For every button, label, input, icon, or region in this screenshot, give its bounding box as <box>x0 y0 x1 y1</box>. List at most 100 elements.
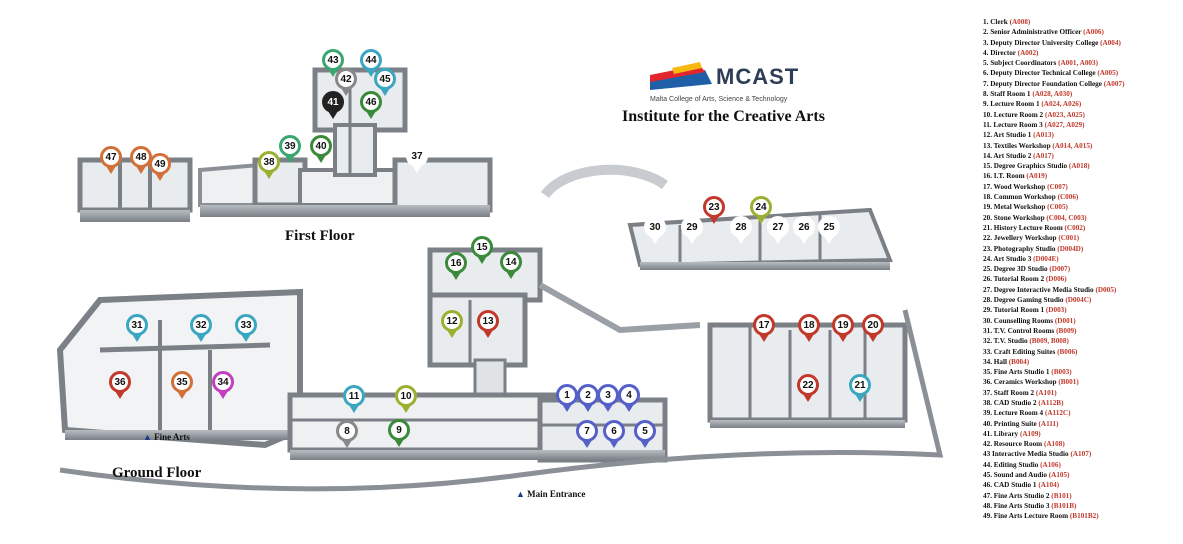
location-pin[interactable]: 36 <box>109 371 131 393</box>
location-pin[interactable]: 14 <box>500 251 522 273</box>
legend-room-name: 7. Deputy Director Foundation College <box>983 79 1104 88</box>
location-pin[interactable]: 35 <box>171 371 193 393</box>
legend-room-name: 36. Ceramics Workshop <box>983 378 1059 387</box>
legend-item: 2. Senior Administrative Officer (A006) <box>983 27 1181 37</box>
legend-room-name: 44. Editing Studio <box>983 460 1041 469</box>
location-pin[interactable]: 12 <box>441 310 463 332</box>
location-pin[interactable]: 8 <box>336 420 358 442</box>
location-pin[interactable]: 21 <box>849 374 871 396</box>
legend-room-name: 4. Director <box>983 48 1018 57</box>
legend-item: 45. Sound and Audio (A105) <box>983 470 1181 480</box>
location-pin[interactable]: 42 <box>335 68 357 90</box>
location-pin[interactable]: 30 <box>644 216 666 238</box>
location-pin[interactable]: 46 <box>360 91 382 113</box>
legend-room-name: 14. Art Studio 2 <box>983 151 1034 160</box>
first-floor-label: First Floor <box>285 228 355 244</box>
location-pin[interactable]: 19 <box>832 314 854 336</box>
pin-number: 5 <box>642 425 648 437</box>
legend-room-name: 43 Interactive Media Studio <box>983 450 1071 459</box>
legend-room-code: (B003) <box>1051 368 1072 377</box>
location-pin[interactable]: 47 <box>100 146 122 168</box>
location-pin[interactable]: 43 <box>322 49 344 71</box>
legend-item: 35. Fine Arts Studio 1 (B003) <box>983 367 1181 377</box>
location-pin[interactable]: 37 <box>406 145 428 167</box>
legend-item: 40. Printing Suite (A111) <box>983 419 1181 429</box>
location-pin[interactable]: 27 <box>767 216 789 238</box>
location-pin[interactable]: 16 <box>445 252 467 274</box>
location-pin[interactable]: 32 <box>190 314 212 336</box>
location-pin[interactable]: 44 <box>360 49 382 71</box>
location-pin[interactable]: 22 <box>797 374 819 396</box>
fine-arts-label: Fine Arts <box>154 432 190 442</box>
location-pin[interactable]: 6 <box>603 420 625 442</box>
location-pin[interactable]: 25 <box>818 216 840 238</box>
location-pin[interactable]: 11 <box>343 385 365 407</box>
pin-number: 34 <box>217 376 229 388</box>
location-pin[interactable]: 40 <box>310 135 332 157</box>
legend-item: 8. Staff Room 1 (A028, A030) <box>983 89 1181 99</box>
legend-room-code: (B009, B008) <box>1029 337 1069 346</box>
legend-room-code: (B101B2) <box>1069 512 1099 521</box>
location-pin[interactable]: 7 <box>576 420 598 442</box>
legend-item: 3. Deputy Director University College (A… <box>983 38 1181 48</box>
location-pin[interactable]: 9 <box>388 419 410 441</box>
legend-room-name: 13. Textiles Workshop <box>983 141 1053 150</box>
main-entrance-label: Main Entrance <box>527 489 586 499</box>
location-pin[interactable]: 5 <box>634 420 656 442</box>
location-pin[interactable]: 1 <box>556 384 578 406</box>
legend-item: 31. T.V. Control Rooms (B009) <box>983 326 1181 336</box>
location-pin[interactable]: 10 <box>395 385 417 407</box>
legend-room-code: (D007) <box>1049 265 1071 274</box>
location-pin[interactable]: 45 <box>374 68 396 90</box>
legend-room-name: 27. Degree Interactive Media Studio <box>983 285 1096 294</box>
location-pin[interactable]: 29 <box>681 216 703 238</box>
location-pin[interactable]: 13 <box>477 310 499 332</box>
legend-room-name: 33. Craft Editing Suites <box>983 347 1058 356</box>
location-pin[interactable]: 2 <box>577 384 599 406</box>
legend-room-name: 30. Counselling Rooms <box>983 316 1055 325</box>
legend-room-code: (A019) <box>1026 172 1048 181</box>
location-pin[interactable]: 3 <box>597 384 619 406</box>
legend-item: 27. Degree Interactive Media Studio (D00… <box>983 285 1181 295</box>
pin-number: 41 <box>327 96 339 108</box>
pin-number: 14 <box>505 256 517 268</box>
location-pin[interactable]: 38 <box>258 151 280 173</box>
legend-room-name: 20. Stone Workshop <box>983 213 1047 222</box>
location-pin[interactable]: 34 <box>212 371 234 393</box>
pin-number: 4 <box>626 389 632 401</box>
location-pin[interactable]: 33 <box>235 314 257 336</box>
legend-room-name: 24. Art Studio 3 <box>983 254 1034 263</box>
location-pin[interactable]: 26 <box>793 216 815 238</box>
location-pin[interactable]: 17 <box>753 314 775 336</box>
pin-number: 49 <box>154 158 166 170</box>
legend-item: 41. Library (A109) <box>983 429 1181 439</box>
location-pin[interactable]: 24 <box>750 196 772 218</box>
location-pin[interactable]: 18 <box>798 314 820 336</box>
legend-item: 6. Deputy Director Technical College (A0… <box>983 68 1181 78</box>
legend-room-code: (A111) <box>1038 419 1059 428</box>
location-pin[interactable]: 23 <box>703 196 725 218</box>
location-pin[interactable]: 20 <box>862 314 884 336</box>
location-pin[interactable]: 15 <box>471 236 493 258</box>
legend-item: 44. Editing Studio (A106) <box>983 460 1181 470</box>
location-pin[interactable]: 41 <box>322 91 344 113</box>
legend-room-code: (A112C) <box>1044 409 1071 418</box>
legend-room-code: (A001, A003) <box>1058 59 1099 68</box>
location-pin[interactable]: 31 <box>126 314 148 336</box>
location-pin[interactable]: 28 <box>730 216 752 238</box>
location-pin[interactable]: 49 <box>149 153 171 175</box>
location-pin[interactable]: 39 <box>279 135 301 157</box>
legend-item: 39. Lecture Room 4 (A112C) <box>983 408 1181 418</box>
legend-room-code: (D004D) <box>1057 244 1084 253</box>
legend-room-name: 28. Degree Gaming Studio <box>983 296 1066 305</box>
mcast-logo-mark <box>650 62 712 90</box>
pin-number: 8 <box>344 425 350 437</box>
legend-room-name: 17. Wood Workshop <box>983 182 1048 191</box>
legend-item: 16. I.T. Room (A019) <box>983 171 1181 181</box>
legend-room-code: (A109) <box>1019 429 1041 438</box>
pin-number: 33 <box>240 319 252 331</box>
legend-item: 21. History Lecture Room (C002) <box>983 223 1181 233</box>
legend-room-name: 1. Clerk <box>983 18 1010 26</box>
legend-room-code: (B006) <box>1057 347 1078 356</box>
location-pin[interactable]: 4 <box>618 384 640 406</box>
